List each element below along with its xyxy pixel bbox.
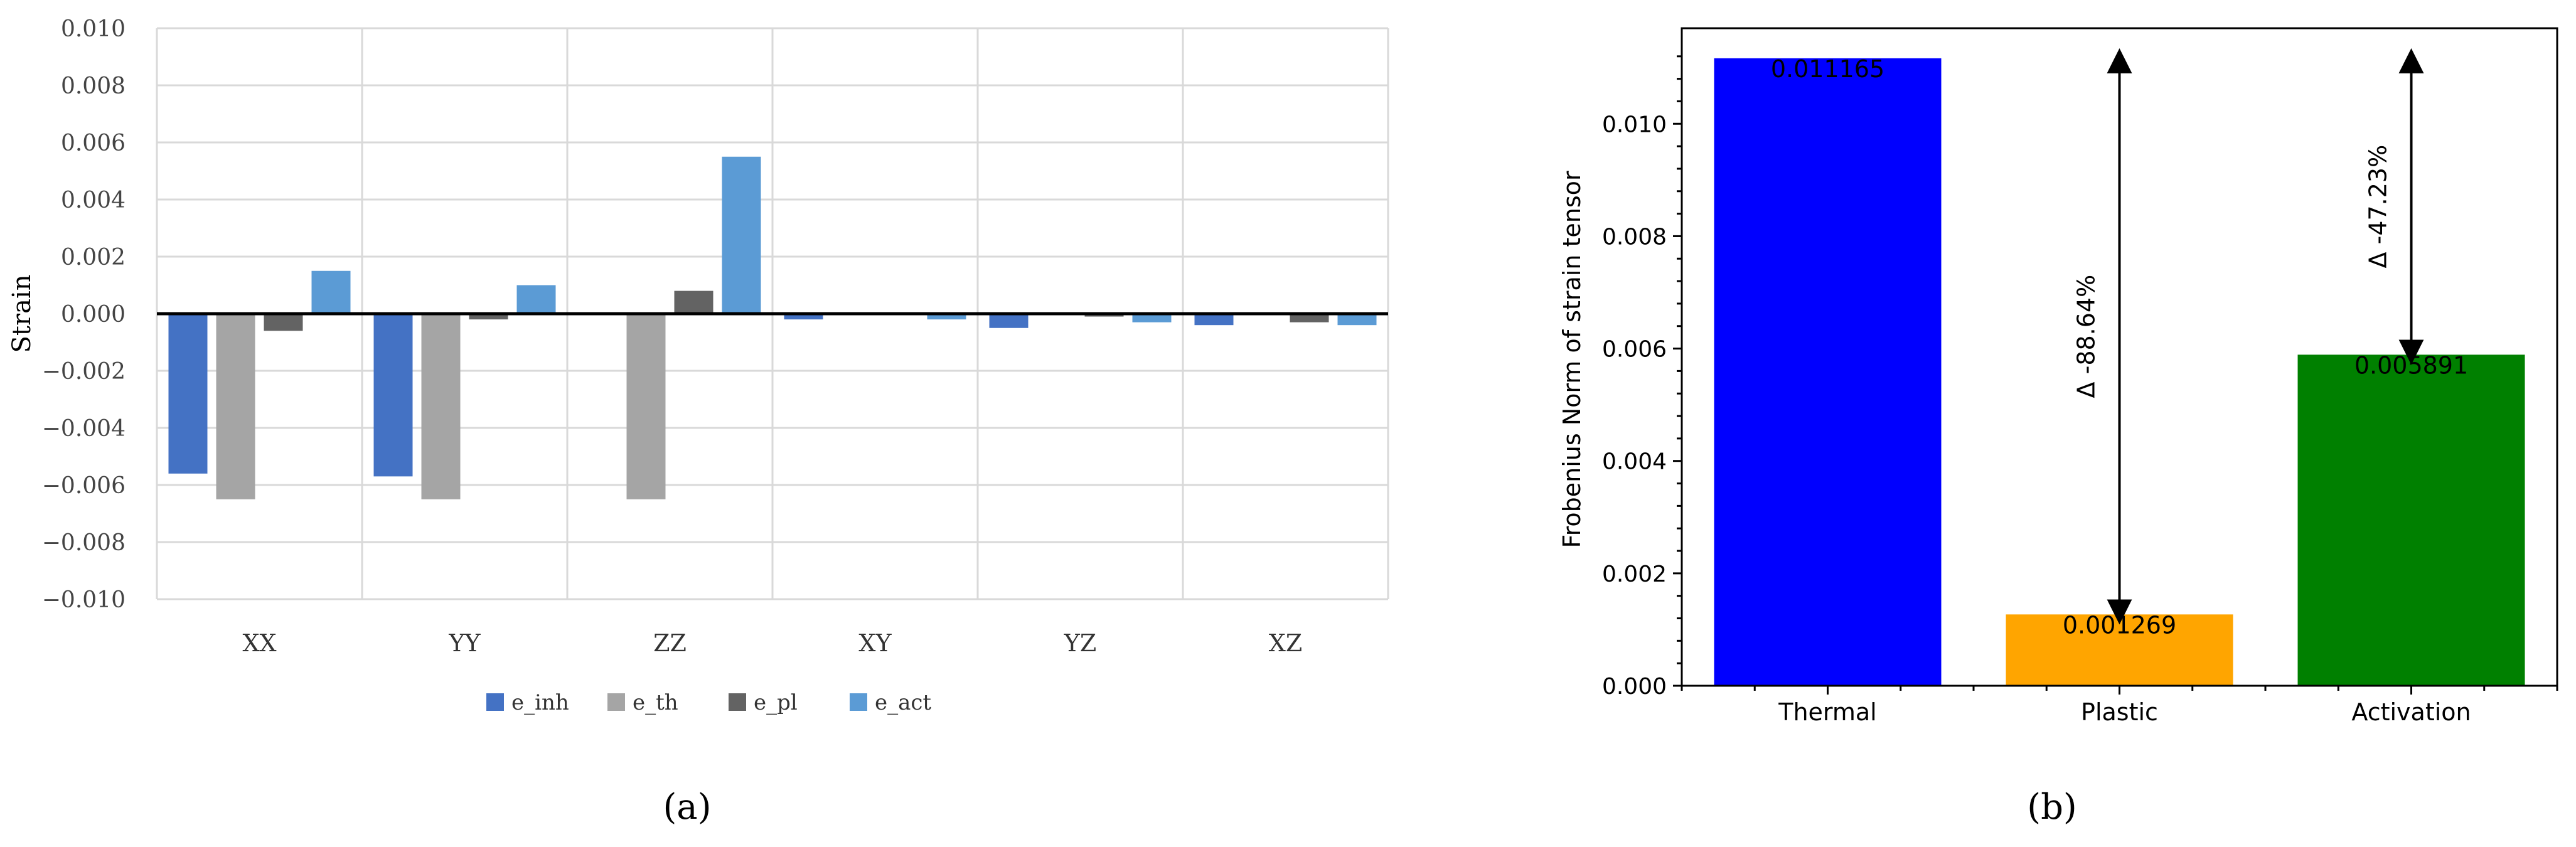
- bar-e-inh-xx: [168, 314, 208, 474]
- y-axis-label: Strain: [8, 275, 36, 353]
- delta-label-plastic: Δ -88.64%: [2073, 275, 2100, 398]
- strain-components-chart: 0.010 0.008 0.006 0.004 0.002 0.000 −0.002 −0.0…: [8, 16, 1389, 715]
- bar-e-pl-zz: [674, 290, 713, 314]
- legend-label-e-inh: e_inh: [511, 690, 569, 715]
- legend-label-e-th: e_th: [633, 690, 678, 715]
- bar-e-inh-xz: [1194, 314, 1234, 326]
- x-tick-label-xx: XX: [242, 629, 276, 657]
- bar-e-inh-xy: [784, 314, 823, 320]
- bar-e-act-yz: [1132, 314, 1172, 322]
- value-label-activation: 0.005891: [2354, 351, 2468, 379]
- y-tick-label: −0.002: [42, 359, 126, 385]
- bar-e-act-xy: [927, 314, 966, 320]
- x-tick-label-xy: XY: [858, 629, 892, 657]
- y-tick-labels: 0.000 0.002 0.004 0.006 0.008 0.010: [1602, 55, 1682, 700]
- bar-e-act-yy: [516, 285, 556, 314]
- y-tick-label: −0.008: [42, 530, 126, 556]
- y-tick-label: −0.006: [42, 473, 126, 499]
- bar-e-pl-yy: [469, 314, 508, 320]
- bar-group: [1714, 58, 2525, 686]
- y-tick-label: −0.004: [42, 416, 126, 442]
- x-tick-labels: Thermal Plastic Activation: [1681, 686, 2558, 726]
- y-tick-label: 0.010: [61, 16, 126, 42]
- x-tick-label-yy: YY: [448, 629, 481, 657]
- y-tick-label: 0.004: [1602, 449, 1667, 475]
- x-tick-labels: XX YY ZZ XY YZ XZ: [242, 629, 1302, 657]
- bar-e-act-xx: [311, 270, 351, 314]
- bar-e-inh-yz: [989, 314, 1029, 328]
- bar-group: [168, 156, 1377, 499]
- y-tick-labels: 0.010 0.008 0.006 0.004 0.002 0.000 −0.002 −0.0…: [42, 16, 126, 613]
- frobenius-norm-chart: 0.000 0.002 0.004 0.006 0.008 0.010 Thermal Pl…: [1558, 27, 2558, 726]
- bar-e-act-zz: [722, 156, 761, 314]
- panel-label-a: (a): [663, 787, 711, 828]
- y-tick-label: 0.002: [61, 245, 126, 270]
- y-tick-label: 0.000: [61, 302, 126, 328]
- bar-e-th-zz: [626, 314, 666, 499]
- bar-e-th-xx: [216, 314, 255, 499]
- y-tick-label: 0.006: [1602, 337, 1667, 363]
- x-tick-label-xz: XZ: [1269, 629, 1302, 657]
- bar-e-th-yy: [421, 314, 461, 499]
- legend: e_inh e_th e_pl e_act: [486, 690, 931, 715]
- y-tick-label: 0.000: [1602, 674, 1667, 700]
- y-tick-label: 0.008: [61, 73, 126, 99]
- bar-e-inh-yy: [373, 314, 413, 477]
- x-tick-label-zz: ZZ: [653, 629, 687, 657]
- bar-thermal: [1714, 58, 1942, 686]
- legend-swatch-e-pl: [729, 693, 746, 711]
- bar-plastic: [2006, 614, 2233, 686]
- x-tick-label-activation: Activation: [2351, 698, 2471, 726]
- bar-activation: [2297, 354, 2525, 686]
- y-axis-label: Frobenius Norm of strain tensor: [1558, 171, 1586, 548]
- panel-label-b: (b): [2027, 787, 2077, 828]
- y-tick-label: 0.006: [61, 131, 126, 156]
- y-tick-label: 0.010: [1602, 112, 1667, 137]
- y-tick-label: 0.008: [1602, 224, 1667, 250]
- y-tick-label: 0.002: [1602, 562, 1667, 587]
- x-tick-label-plastic: Plastic: [2081, 698, 2158, 726]
- y-tick-label: −0.010: [42, 587, 126, 613]
- legend-swatch-e-th: [607, 693, 625, 711]
- delta-annotations: Δ -88.64% Δ -47.23%: [2073, 48, 2424, 625]
- bar-e-pl-xx: [264, 314, 303, 331]
- x-tick-label-yz: YZ: [1064, 629, 1097, 657]
- value-label-plastic: 0.001269: [2063, 611, 2176, 639]
- x-tick-label-thermal: Thermal: [1778, 698, 1877, 726]
- legend-label-e-act: e_act: [875, 690, 931, 715]
- bar-e-pl-xz: [1290, 314, 1329, 322]
- bar-e-act-xz: [1337, 314, 1377, 326]
- y-tick-label: 0.004: [61, 188, 126, 213]
- legend-swatch-e-inh: [486, 693, 504, 711]
- value-label-thermal: 0.011165: [1771, 55, 1884, 83]
- legend-label-e-pl: e_pl: [754, 690, 798, 715]
- delta-label-activation: Δ -47.23%: [2365, 145, 2392, 269]
- legend-swatch-e-act: [850, 693, 867, 711]
